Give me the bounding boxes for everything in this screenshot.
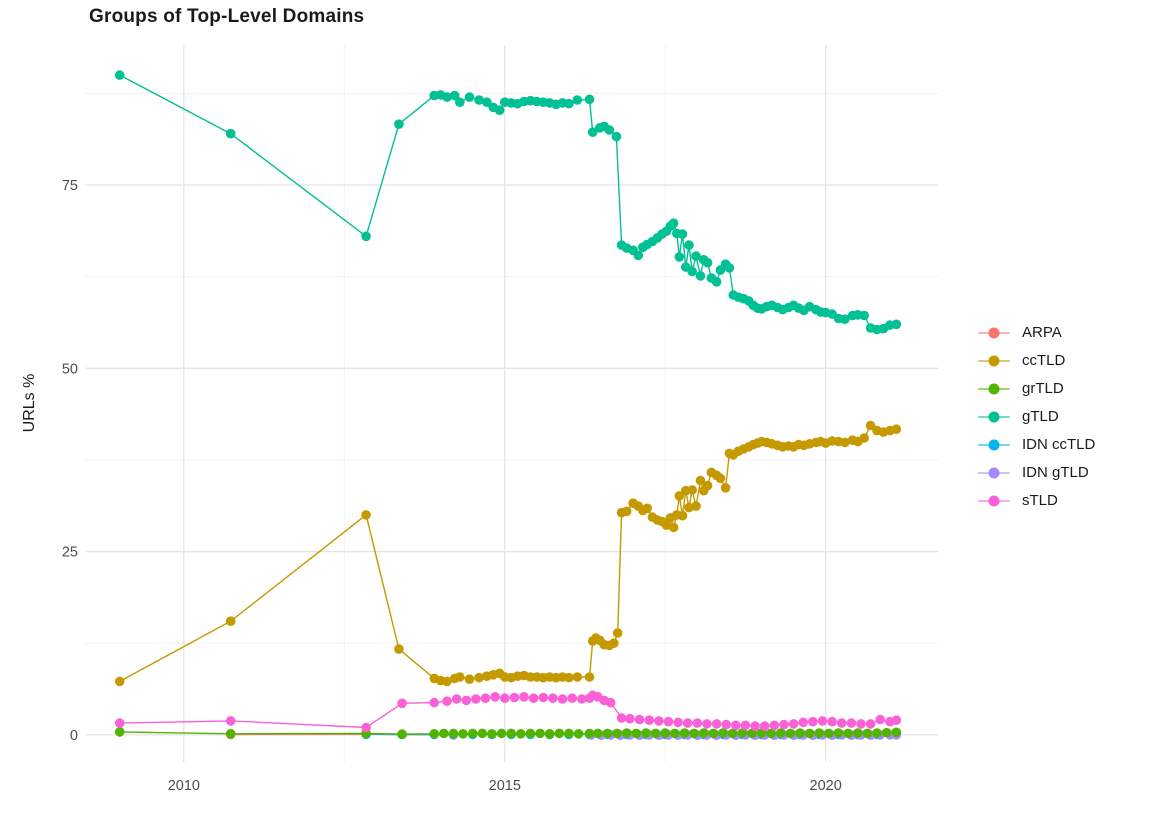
legend-item-idn-cctld: IDN ccTLD <box>978 434 1095 455</box>
legend-label: sTLD <box>1022 492 1058 509</box>
axis-tick-labels: 2010 2015 2020 0 25 50 75 <box>62 178 842 794</box>
y-tick-label: 75 <box>62 178 78 194</box>
legend-label: IDN ccTLD <box>1022 436 1096 453</box>
y-tick-label: 25 <box>62 545 78 561</box>
legend-label: ccTLD <box>1022 352 1066 369</box>
legend-label: grTLD <box>1022 380 1064 397</box>
x-tick-label: 2020 <box>810 778 842 794</box>
y-tick-label: 50 <box>62 361 78 377</box>
x-tick-label: 2015 <box>489 778 521 794</box>
legend: ARPA ccTLD grTLD gTLD IDN ccTLD IDN gTLD… <box>978 322 1095 511</box>
series-stld <box>114 690 902 733</box>
legend-label: ARPA <box>1022 324 1062 341</box>
legend-item-grtld: grTLD <box>978 378 1095 399</box>
legend-item-gtld: gTLD <box>978 406 1095 427</box>
gridlines <box>85 45 938 762</box>
legend-key-icon <box>978 493 1010 509</box>
legend-key-icon <box>978 325 1010 341</box>
legend-key-icon <box>978 437 1010 453</box>
legend-key-icon <box>978 465 1010 481</box>
legend-item-cctld: ccTLD <box>978 350 1095 371</box>
series-cctld <box>114 420 902 687</box>
y-tick-label: 0 <box>70 728 78 744</box>
series-gtld <box>114 70 902 335</box>
legend-key-icon <box>978 409 1010 425</box>
legend-label: gTLD <box>1022 408 1059 425</box>
legend-item-stld: sTLD <box>978 490 1095 511</box>
legend-key-icon <box>978 353 1010 369</box>
legend-label: IDN gTLD <box>1022 464 1089 481</box>
legend-item-idn-gtld: IDN gTLD <box>978 462 1095 483</box>
legend-item-arpa: ARPA <box>978 322 1095 343</box>
chart-title: Groups of Top-Level Domains <box>89 6 365 27</box>
x-tick-label: 2010 <box>168 778 200 794</box>
series-grtld <box>114 727 902 739</box>
legend-key-icon <box>978 381 1010 397</box>
